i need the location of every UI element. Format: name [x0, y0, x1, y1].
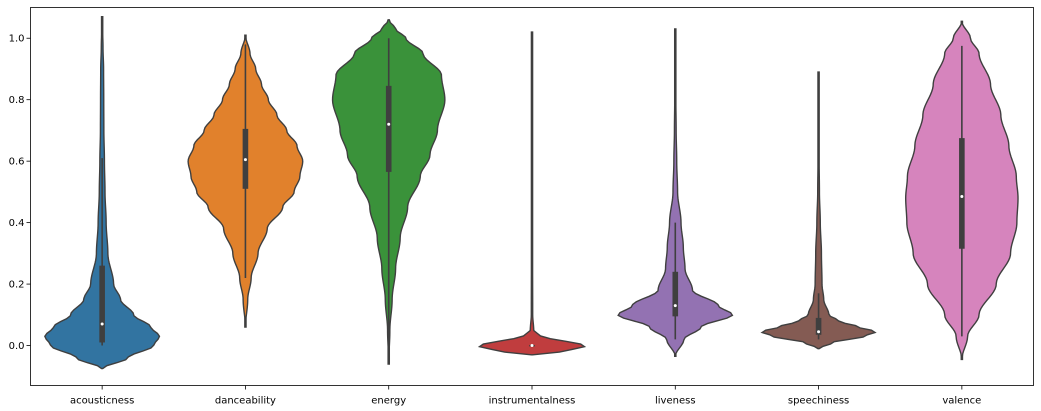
violin-median-point — [243, 158, 247, 162]
violin-liveness — [617, 28, 734, 357]
y-tick-label: 0.8 — [9, 95, 25, 106]
violins-layer — [44, 16, 1019, 370]
y-tick-label: 0.6 — [9, 157, 25, 168]
x-tick-label: energy — [371, 396, 406, 407]
violin-valence — [904, 20, 1019, 361]
violin-energy — [331, 19, 446, 365]
violin-body — [617, 28, 734, 357]
violin-instrumentalness — [477, 31, 587, 356]
x-tick-label: valence — [942, 396, 981, 407]
violin-speechiness — [760, 71, 877, 350]
violin-median-point — [960, 195, 964, 198]
y-tick-label: 0.2 — [9, 280, 25, 291]
violin-danceability — [187, 34, 304, 328]
x-axis: acousticness danceability energy instrument… — [70, 385, 981, 407]
x-tick-label: instrumentalness — [489, 396, 576, 407]
y-axis: 0.0 0.2 0.4 0.6 0.8 1.0 — [9, 34, 31, 352]
x-tick-label: speechiness — [788, 396, 849, 407]
x-tick-label: danceability — [215, 396, 276, 407]
violin-iqr-box — [385, 85, 392, 172]
violin-iqr-box — [815, 317, 822, 335]
violin-iqr-box — [99, 265, 105, 343]
violin-median-point — [387, 122, 391, 126]
x-tick-label: liveness — [655, 396, 696, 407]
y-tick-label: 0.0 — [9, 341, 25, 352]
violin-iqr-box — [672, 271, 679, 317]
violin-acousticness — [44, 16, 161, 370]
y-tick-label: 0.4 — [9, 218, 25, 229]
violin-median-point — [100, 322, 104, 326]
violin-body — [477, 31, 587, 356]
violin-body — [760, 71, 877, 350]
x-tick-label: acousticness — [70, 396, 134, 407]
violin-median-point — [817, 330, 821, 334]
violin-iqr-box — [959, 138, 965, 249]
y-tick-label: 1.0 — [9, 34, 25, 45]
violin-median-point — [530, 344, 534, 348]
violin-median-point — [673, 304, 677, 308]
